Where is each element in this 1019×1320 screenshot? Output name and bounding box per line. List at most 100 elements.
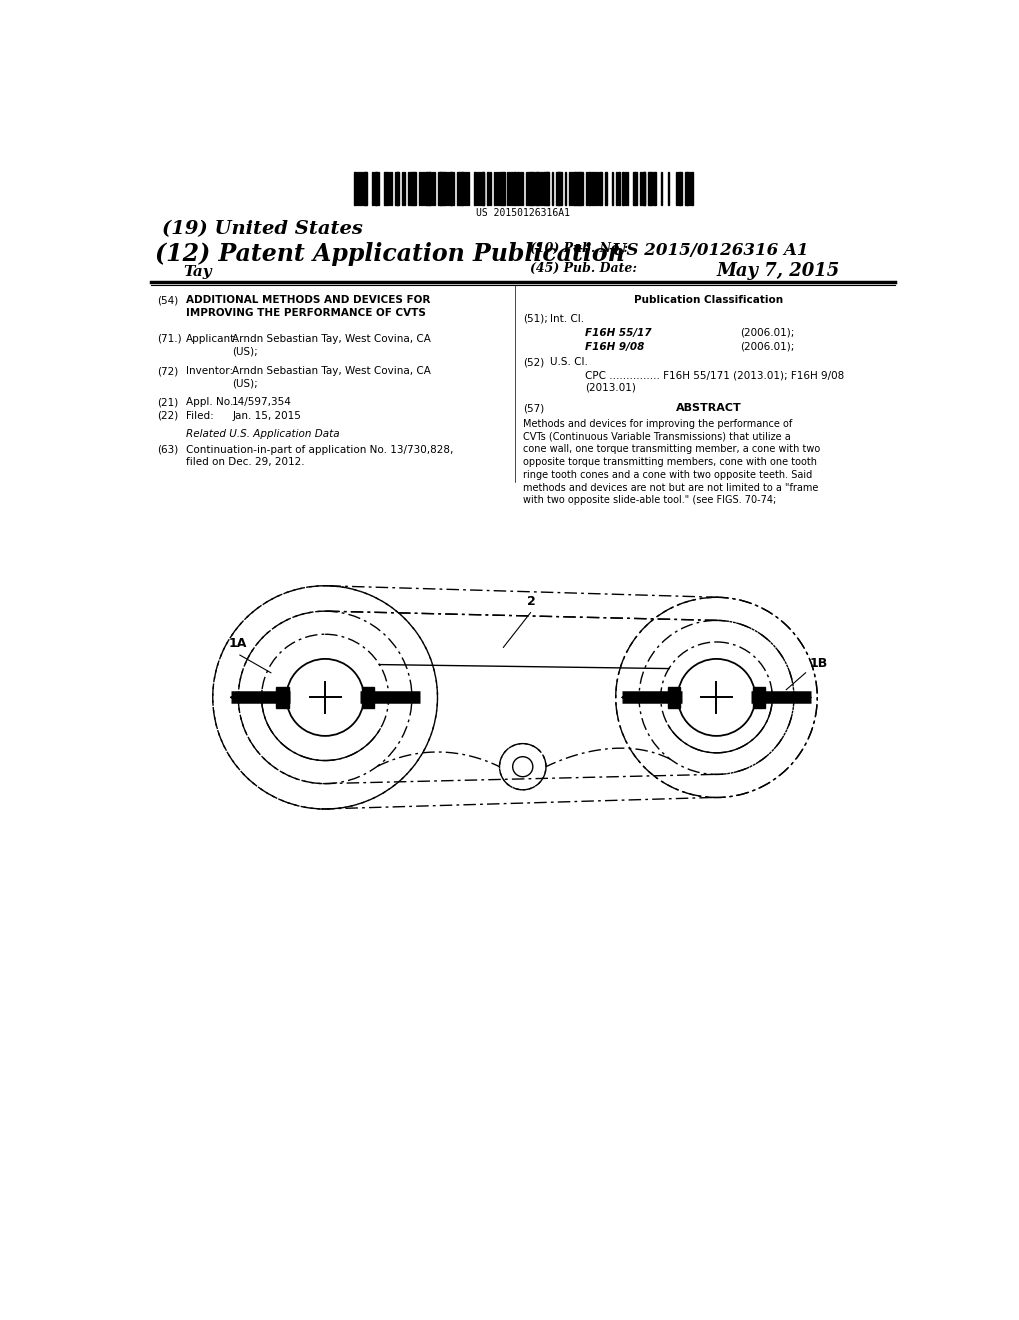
Text: (45) Pub. Date:: (45) Pub. Date:	[530, 263, 637, 276]
Bar	[478, 172, 480, 205]
Bar	[421, 172, 422, 205]
Circle shape	[677, 659, 754, 737]
Text: (19) United States: (19) United States	[162, 220, 363, 238]
Text: Int. Cl.: Int. Cl.	[549, 314, 584, 323]
Bar	[474, 172, 476, 205]
Bar	[425, 172, 426, 205]
Text: F16H 9/08: F16H 9/08	[584, 342, 643, 351]
Bar	[680, 172, 681, 205]
Text: (10) Pub. No.:: (10) Pub. No.:	[530, 242, 628, 255]
Text: ABSTRACT: ABSTRACT	[676, 404, 741, 413]
Bar	[526, 172, 527, 205]
Text: ADDITIONAL METHODS AND DEVICES FOR
IMPROVING THE PERFORMANCE OF CVTS: ADDITIONAL METHODS AND DEVICES FOR IMPRO…	[185, 296, 430, 318]
Bar	[648, 172, 649, 205]
Bar	[373, 172, 376, 205]
Bar	[375, 172, 377, 205]
Bar	[495, 172, 497, 205]
Bar	[480, 172, 484, 205]
Bar	[431, 172, 433, 205]
Bar	[363, 172, 366, 205]
Text: 14/597,354: 14/597,354	[232, 397, 291, 407]
Bar	[547, 172, 548, 205]
Text: Arndn Sebastian Tay, West Covina, CA
(US);: Arndn Sebastian Tay, West Covina, CA (US…	[232, 334, 431, 356]
Bar	[565, 172, 566, 205]
Bar	[592, 172, 593, 205]
Text: (72): (72)	[157, 367, 178, 376]
Text: (21): (21)	[157, 397, 178, 407]
Text: 1A: 1A	[228, 638, 247, 651]
Bar	[635, 172, 636, 205]
Bar	[448, 172, 451, 205]
Text: 2: 2	[526, 595, 535, 609]
Circle shape	[513, 756, 532, 776]
Bar	[650, 172, 651, 205]
Bar	[378, 172, 379, 205]
Bar	[577, 172, 580, 205]
Bar	[557, 172, 559, 205]
Bar	[569, 172, 570, 205]
Bar	[571, 172, 572, 205]
Bar	[444, 172, 445, 205]
Text: (71.): (71.)	[157, 334, 181, 345]
Bar	[684, 172, 687, 205]
Bar	[359, 172, 360, 205]
Bar	[493, 172, 494, 205]
Bar	[371, 172, 373, 205]
Text: May 7, 2015: May 7, 2015	[715, 263, 839, 280]
Bar	[508, 172, 510, 205]
Text: Methods and devices for improving the performance of
CVTs (Continuous Variable T: Methods and devices for improving the pe…	[522, 418, 819, 506]
Text: Related U.S. Application Data: Related U.S. Application Data	[185, 429, 339, 440]
Bar	[532, 172, 533, 205]
Bar	[686, 172, 688, 205]
Text: (52): (52)	[522, 358, 543, 367]
Bar	[442, 172, 443, 205]
Bar	[419, 172, 420, 205]
Bar	[521, 172, 523, 205]
Bar	[487, 172, 488, 205]
Bar	[361, 686, 374, 708]
Bar	[388, 172, 389, 205]
Text: (63): (63)	[157, 445, 178, 455]
Bar	[615, 172, 616, 205]
Bar	[611, 172, 612, 205]
Bar	[581, 172, 583, 205]
Bar	[452, 172, 454, 205]
Bar	[652, 172, 655, 205]
Bar	[390, 172, 392, 205]
Bar	[446, 172, 447, 205]
Text: (57): (57)	[522, 404, 543, 413]
Text: (2006.01);: (2006.01);	[739, 327, 794, 338]
Text: Filed:: Filed:	[185, 411, 213, 421]
Bar	[586, 172, 587, 205]
Text: Inventor:: Inventor:	[185, 367, 232, 376]
Bar	[483, 172, 484, 205]
Text: (2006.01);: (2006.01);	[739, 342, 794, 351]
Bar	[489, 172, 490, 205]
Bar	[497, 172, 499, 205]
Bar	[573, 172, 574, 205]
Bar	[530, 172, 531, 205]
Bar	[462, 172, 463, 205]
Text: 1B: 1B	[809, 656, 827, 669]
Bar	[752, 686, 764, 708]
Bar	[354, 172, 356, 205]
Bar	[676, 172, 677, 205]
Bar	[429, 172, 430, 205]
Bar	[594, 172, 595, 205]
Bar	[536, 172, 538, 205]
Bar	[437, 172, 440, 205]
Bar	[624, 172, 626, 205]
Text: F16H 55/17: F16H 55/17	[584, 327, 651, 338]
Bar	[499, 172, 501, 205]
Bar	[555, 172, 558, 205]
Text: Continuation-in-part of application No. 13/730,828,
filed on Dec. 29, 2012.: Continuation-in-part of application No. …	[185, 445, 452, 467]
Text: U.S. Cl.: U.S. Cl.	[549, 358, 587, 367]
Bar	[660, 172, 661, 205]
Bar	[357, 172, 358, 205]
Bar	[575, 172, 576, 205]
Bar	[365, 172, 366, 205]
Bar	[633, 172, 634, 205]
Text: Appl. No.: Appl. No.	[185, 397, 232, 407]
Bar	[604, 172, 606, 205]
Text: (12) Patent Application Publication: (12) Patent Application Publication	[155, 242, 624, 265]
